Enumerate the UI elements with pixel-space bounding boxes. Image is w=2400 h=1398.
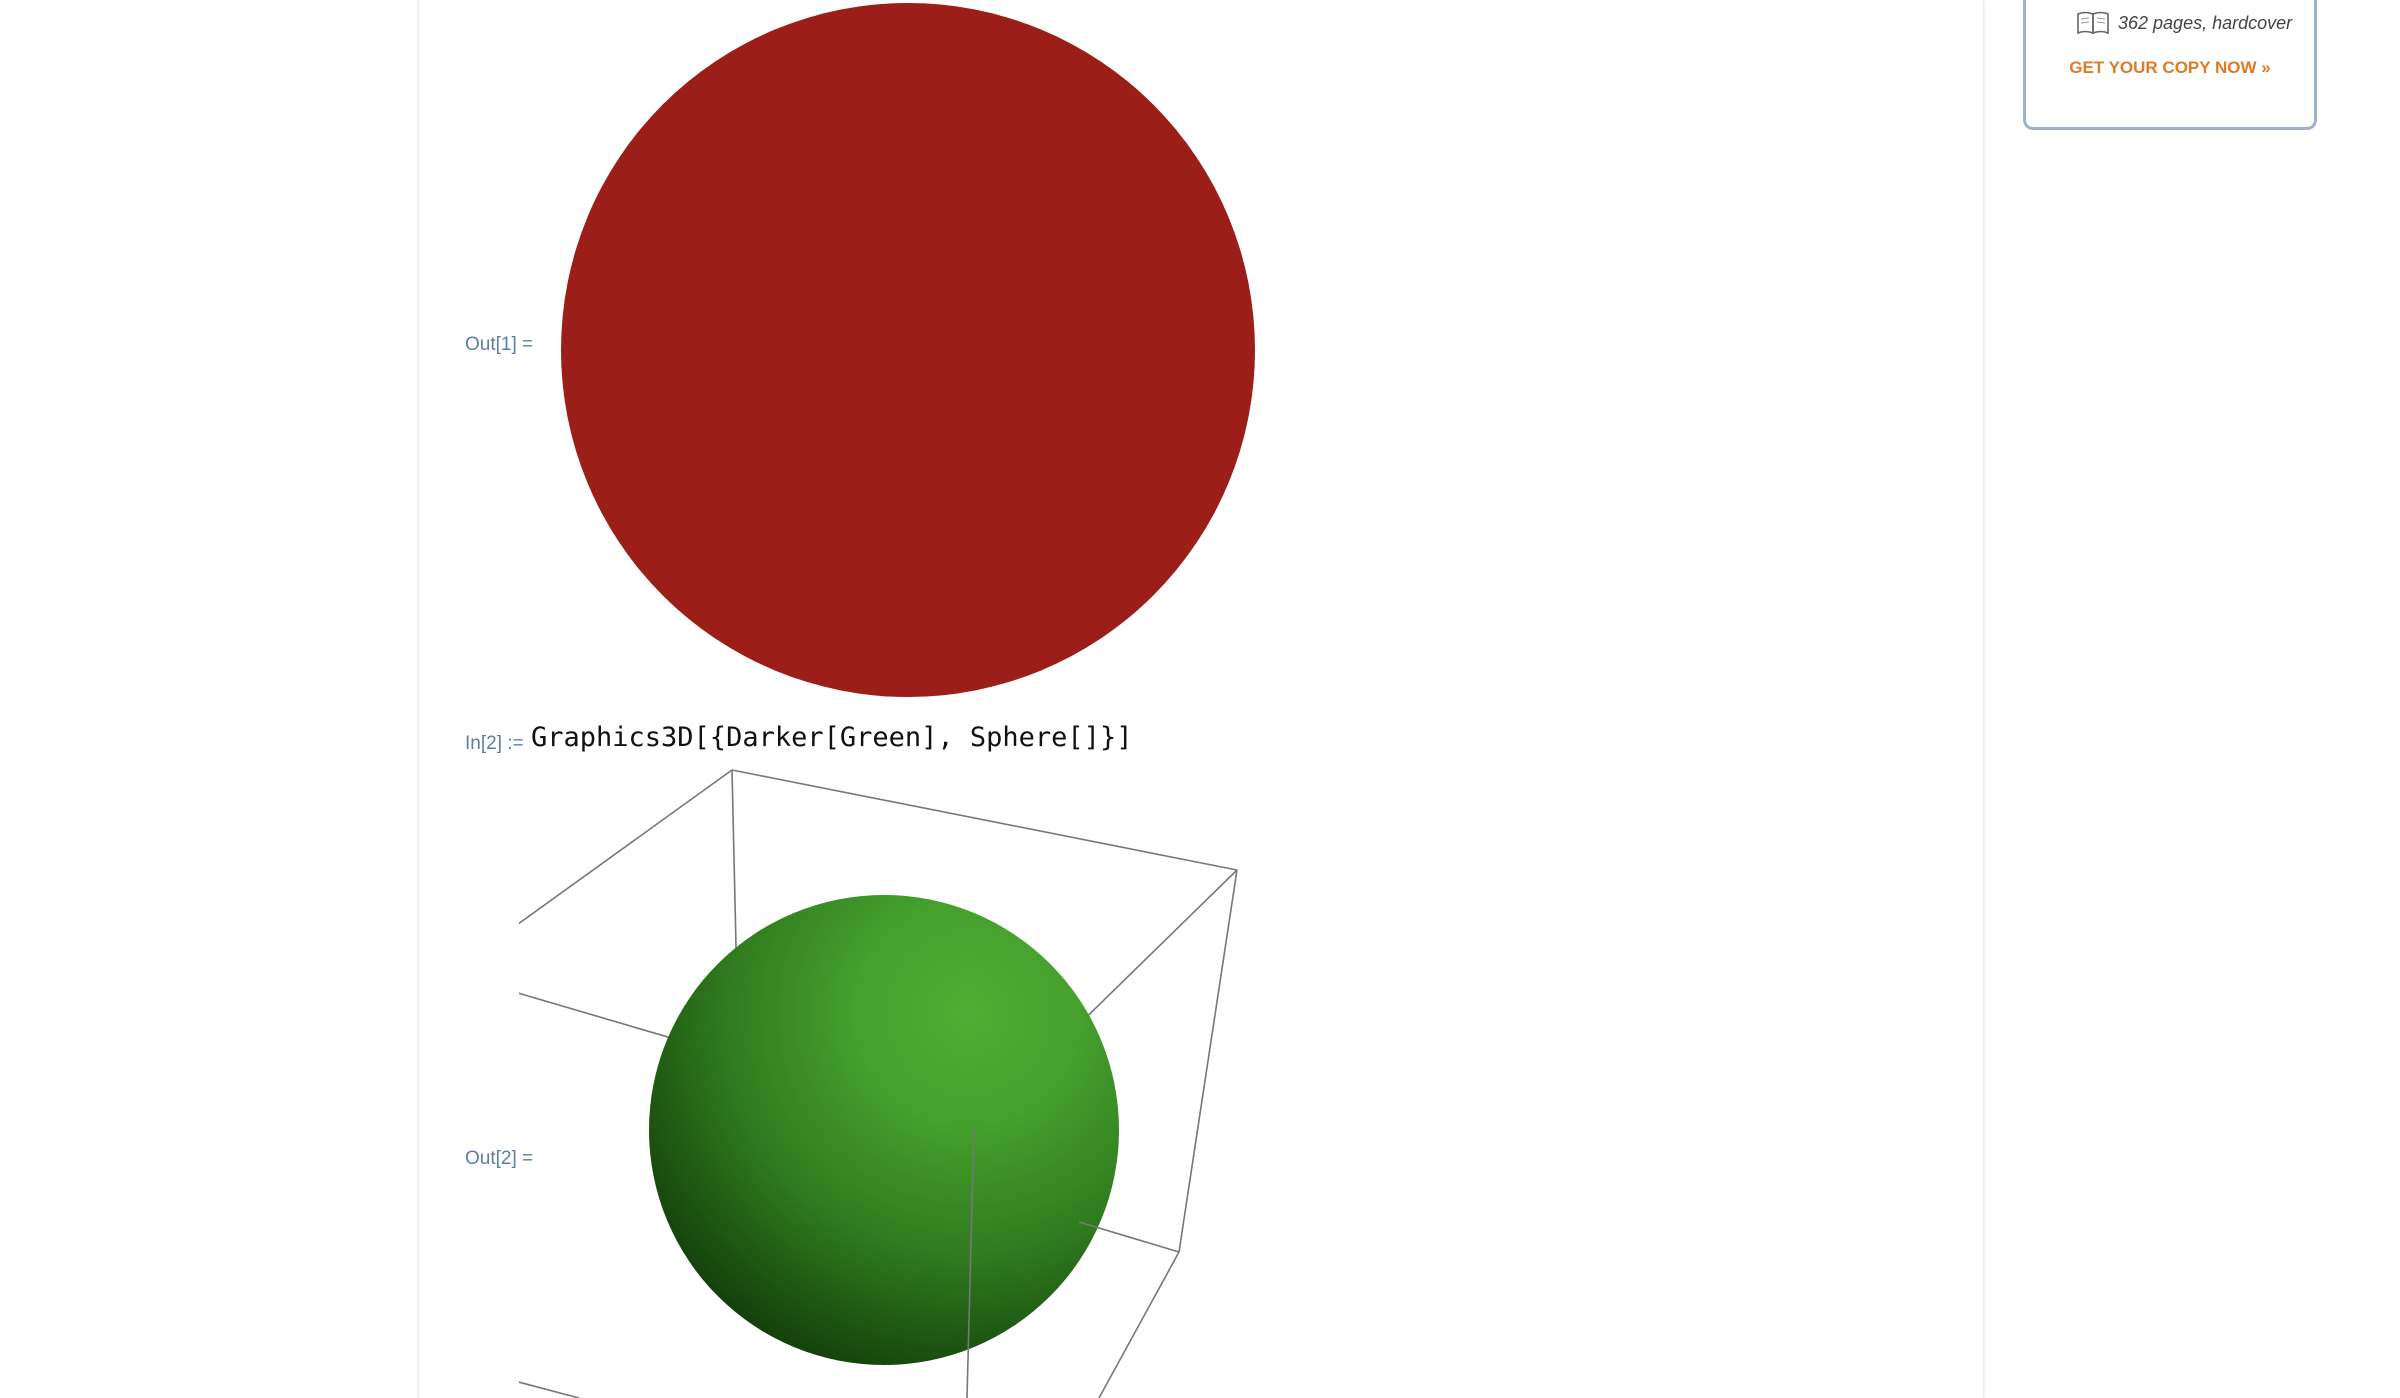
book-promo-card: 362 pages, hardcover GET YOUR COPY NOW » [2023, 0, 2317, 130]
out-1-label: Out[1] = [465, 334, 534, 355]
green-sphere-graphic[interactable] [519, 740, 1299, 1398]
book-meta: 362 pages, hardcover [2076, 10, 2292, 36]
out-2-label: Out[2] = [465, 1148, 534, 1169]
open-book-icon [2077, 11, 2109, 35]
green-sphere [649, 895, 1119, 1365]
red-disk [561, 3, 1255, 697]
red-disk-graphic[interactable] [559, 0, 1259, 700]
in-2-code-input[interactable]: Graphics3D[{Darker[Green], Sphere[]}] [531, 722, 1133, 753]
in-2-label: In[2] := [465, 733, 524, 754]
bounding-box-front [519, 869, 1238, 1398]
get-your-copy-link[interactable]: GET YOUR COPY NOW » [2069, 58, 2271, 77]
book-pages-text: 362 pages, hardcover [2118, 12, 2293, 33]
notebook-content: Out[1] = In[2] := Graphics3D[{Darker[Gre… [418, 0, 1984, 1398]
